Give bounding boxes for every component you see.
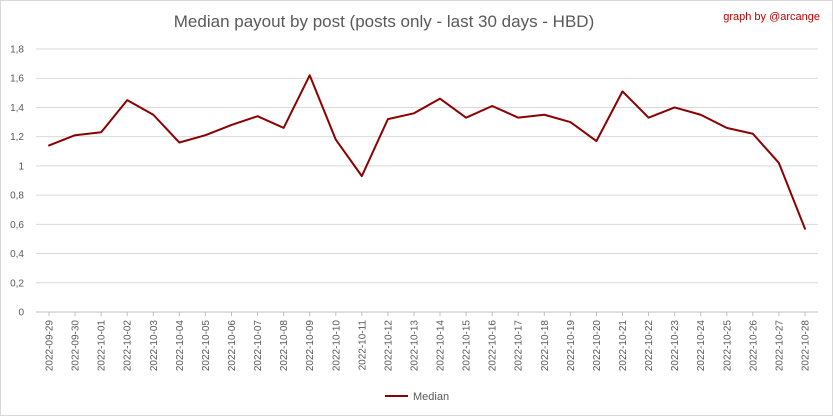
y-tick-label: 1,2: [10, 132, 24, 143]
x-tick-label: 2022-10-10: [331, 320, 342, 372]
y-tick-label: 0,6: [10, 220, 24, 231]
x-tick-label: 2022-10-06: [227, 320, 238, 372]
data-point: [387, 118, 389, 120]
data-point: [543, 114, 545, 116]
x-tick-label: 2022-10-26: [748, 320, 759, 372]
gridlines: [36, 48, 818, 313]
x-tick-label: 2022-10-05: [201, 320, 212, 372]
x-tick-label: 2022-10-01: [97, 320, 108, 372]
data-point: [439, 98, 441, 100]
data-point: [48, 144, 50, 146]
y-axis-ticks: 0 0,2 0,4 0,6 0,8 1 1,2 1,4 1,6 1,8: [10, 45, 24, 319]
x-axis-ticks: 2022-09-29 2022-09-30 2022-10-01 2022-10-02…: [45, 312, 811, 372]
series-layer: [48, 74, 806, 230]
x-tick-label: 2022-10-13: [409, 320, 420, 372]
legend: Median: [385, 391, 449, 403]
x-tick-label: 2022-10-21: [618, 320, 629, 372]
data-point: [283, 127, 285, 129]
x-tick-label: 2022-10-02: [123, 320, 134, 372]
data-point: [648, 117, 650, 119]
data-point: [569, 121, 571, 123]
data-point: [752, 133, 754, 135]
data-point: [361, 175, 363, 177]
x-tick-label: 2022-10-07: [253, 320, 264, 372]
data-point: [700, 114, 702, 116]
y-tick-label: 0,2: [10, 278, 24, 289]
data-point: [257, 115, 259, 117]
data-point: [335, 139, 337, 141]
data-point: [126, 99, 128, 101]
x-tick-label: 2022-10-12: [383, 320, 394, 372]
data-point: [178, 142, 180, 144]
data-point: [726, 127, 728, 129]
data-point: [100, 131, 102, 133]
y-tick-label: 0,4: [10, 249, 24, 260]
x-tick-label: 2022-10-23: [670, 320, 681, 372]
x-tick-label: 2022-10-09: [305, 320, 316, 372]
legend-label-median: Median: [413, 391, 449, 403]
data-point: [413, 112, 415, 114]
chart-title: Median payout by post (posts only - last…: [174, 12, 594, 31]
data-point: [74, 134, 76, 136]
x-tick-label: 2022-10-03: [149, 320, 160, 372]
data-point: [309, 74, 311, 76]
x-tick-label: 2022-10-24: [696, 320, 707, 372]
y-tick-label: 0,8: [10, 191, 24, 202]
data-point: [804, 228, 806, 230]
data-point: [778, 162, 780, 164]
y-tick-label: 1,4: [10, 103, 24, 114]
x-tick-label: 2022-10-16: [488, 320, 499, 372]
data-point: [465, 117, 467, 119]
x-tick-label: 2022-10-08: [279, 320, 290, 372]
x-tick-label: 2022-10-19: [566, 320, 577, 372]
y-tick-label: 1,6: [10, 74, 24, 85]
data-point: [152, 114, 154, 116]
x-tick-label: 2022-10-04: [175, 320, 186, 372]
chart-credit: graph by @arcange: [723, 11, 820, 23]
x-tick-label: 2022-09-29: [45, 320, 56, 372]
data-point: [595, 140, 597, 142]
x-tick-label: 2022-10-14: [436, 320, 447, 372]
data-point: [622, 90, 624, 92]
x-tick-label: 2022-10-25: [722, 320, 733, 372]
x-tick-label: 2022-10-11: [357, 320, 368, 371]
series-line-median: [48, 74, 806, 230]
y-tick-label: 1,8: [10, 45, 24, 56]
y-tick-label: 1: [18, 161, 24, 172]
data-point: [491, 105, 493, 107]
data-point: [204, 134, 206, 136]
data-point: [517, 117, 519, 119]
x-tick-label: 2022-10-28: [800, 320, 811, 372]
data-point: [231, 124, 233, 126]
x-tick-label: 2022-10-20: [592, 320, 603, 372]
x-tick-label: 2022-10-27: [774, 320, 785, 372]
x-tick-label: 2022-10-18: [540, 320, 551, 372]
data-point: [674, 106, 676, 108]
y-tick-label: 0: [18, 308, 24, 319]
x-tick-label: 2022-10-17: [514, 320, 525, 372]
x-tick-label: 2022-10-22: [644, 320, 655, 372]
x-tick-label: 2022-09-30: [71, 320, 82, 372]
x-tick-label: 2022-10-15: [462, 320, 473, 372]
